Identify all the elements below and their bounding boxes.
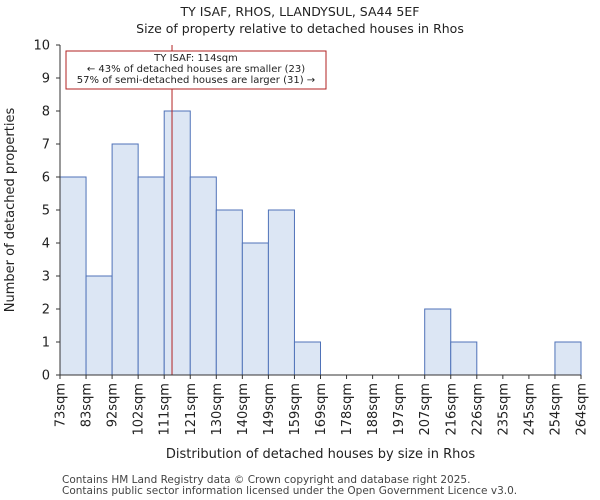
annotation-line-1: TY ISAF: 114sqm [153, 53, 238, 64]
y-tick-label: 3 [42, 270, 50, 285]
histogram-bar [59, 176, 87, 376]
x-tick-label: 188sqm [366, 383, 381, 436]
x-tick-label: 149sqm [262, 383, 277, 436]
histogram-bar [424, 308, 452, 376]
axes-group: 0 1 2 3 4 5 6 7 8 9 10 73sqm 83sqm 92sqm 102sqm 111sqm 1… [33, 39, 589, 436]
histogram-bar [189, 176, 217, 376]
footer-line-2: Contains public sector information licen… [62, 485, 518, 497]
x-tick-label: 159sqm [288, 383, 303, 436]
x-tick-label: 73sqm [54, 383, 69, 427]
x-tick-label: 178sqm [340, 383, 355, 436]
x-tick-label: 169sqm [314, 383, 329, 436]
x-tick-label: 216sqm [444, 383, 459, 436]
annotation-line-3: 57% of semi-detached houses are larger (… [77, 75, 315, 86]
footer-line-1: Contains HM Land Registry data © Crown c… [62, 474, 471, 486]
y-tick-label: 0 [42, 369, 50, 384]
histogram-bar [85, 275, 113, 376]
y-tick-label: 2 [42, 303, 50, 318]
histogram-bar [137, 176, 165, 376]
y-tick-label: 9 [42, 72, 50, 87]
y-tick-label: 4 [42, 237, 50, 252]
x-tick-label: 130sqm [210, 383, 225, 436]
x-tick-label: 111sqm [158, 383, 173, 436]
histogram-bar [293, 341, 322, 376]
histogram-bar [267, 209, 295, 376]
x-tick-label: 140sqm [236, 383, 251, 436]
x-tick-label: 102sqm [132, 383, 147, 436]
x-tick-label: 254sqm [548, 383, 563, 436]
y-axis-label: Number of detached properties [3, 108, 18, 313]
x-tick-label: 264sqm [575, 383, 590, 436]
x-axis-label: Distribution of detached houses by size … [166, 447, 475, 462]
x-tick-label: 235sqm [496, 383, 511, 436]
x-tick-label: 207sqm [418, 383, 433, 436]
y-tick-label: 10 [33, 39, 50, 54]
annotation-box [65, 50, 327, 90]
histogram-bar [163, 110, 191, 376]
histogram-bar [450, 341, 478, 376]
y-tick-label: 6 [42, 171, 50, 186]
x-tick-label: 92sqm [106, 383, 121, 427]
y-tick-label: 8 [42, 105, 50, 120]
x-tick-label: 197sqm [392, 383, 407, 436]
histogram-chart: 0 1 2 3 4 5 6 7 8 9 10 73sqm 83sqm 92sqm 102sqm 111sqm 1… [3, 39, 590, 463]
x-tick-label: 83sqm [80, 383, 95, 427]
x-tick-label: 245sqm [522, 383, 537, 436]
chart-subtitle: Size of property relative to detached ho… [136, 21, 464, 36]
y-tick-label: 7 [42, 138, 50, 153]
histogram-bar [554, 341, 582, 376]
histogram-bar [241, 242, 269, 376]
annotation-line-2: ← 43% of detached houses are smaller (23… [87, 64, 305, 75]
x-tick-label: 121sqm [184, 383, 199, 436]
y-tick-label: 1 [42, 336, 50, 351]
chart-title: TY ISAF, RHOS, LLANDYSUL, SA44 5EF [180, 4, 420, 19]
histogram-bar [111, 143, 139, 376]
chart-title-block: TY ISAF, RHOS, LLANDYSUL, SA44 5EF Size … [0, 3, 600, 37]
bars-group [59, 110, 582, 376]
histogram-bar [215, 209, 243, 376]
x-tick-label: 226sqm [470, 383, 485, 436]
y-tick-label: 5 [42, 204, 50, 219]
annotation-group: TY ISAF: 114sqm ← 43% of detached houses… [65, 50, 327, 90]
